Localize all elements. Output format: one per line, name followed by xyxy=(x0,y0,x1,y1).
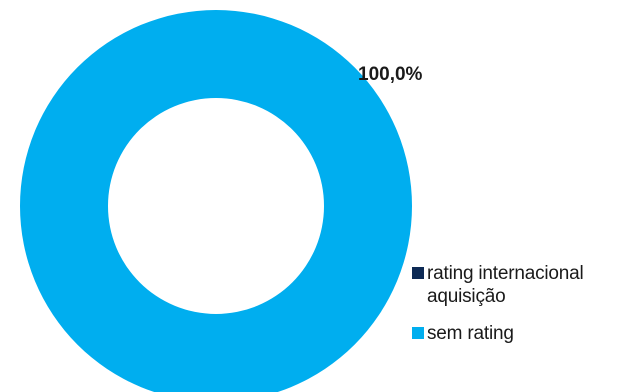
legend-item: sem rating xyxy=(412,322,617,345)
donut-slice xyxy=(20,10,412,392)
legend-label: sem rating xyxy=(427,323,514,344)
data-label: 100,0% xyxy=(358,64,423,85)
legend-swatch xyxy=(412,327,424,339)
chart-legend: rating internacional aquisição sem rating xyxy=(412,262,617,359)
legend-swatch xyxy=(412,267,424,279)
legend-label: rating internacional aquisição xyxy=(427,263,584,307)
legend-item: rating internacional aquisição xyxy=(412,262,617,308)
